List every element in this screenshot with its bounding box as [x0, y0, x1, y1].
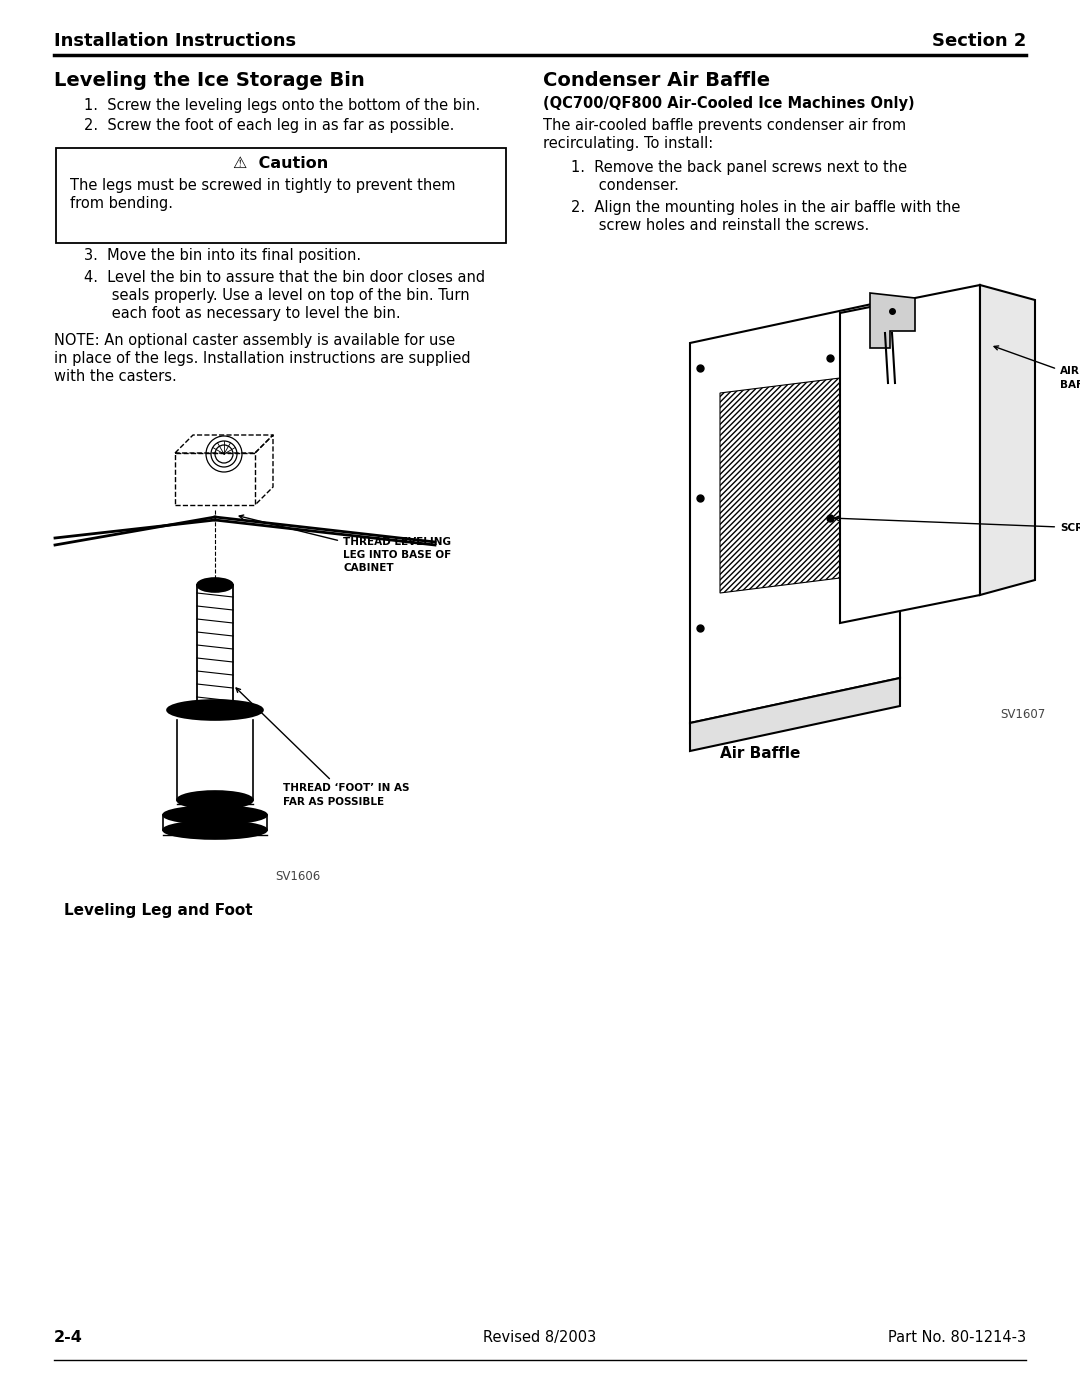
- Ellipse shape: [177, 791, 253, 809]
- Text: each foot as necessary to level the bin.: each foot as necessary to level the bin.: [84, 306, 401, 321]
- Text: SCREWS: SCREWS: [835, 517, 1080, 534]
- Polygon shape: [840, 285, 980, 623]
- Text: The air-cooled baffle prevents condenser air from: The air-cooled baffle prevents condenser…: [543, 117, 906, 133]
- Text: from bending.: from bending.: [70, 196, 173, 211]
- Text: 2.  Align the mounting holes in the air baffle with the: 2. Align the mounting holes in the air b…: [571, 200, 960, 215]
- Text: condenser.: condenser.: [571, 177, 679, 193]
- Text: SV1607: SV1607: [1000, 708, 1045, 721]
- Polygon shape: [690, 678, 900, 752]
- Polygon shape: [870, 293, 915, 348]
- Text: 3.  Move the bin into its final position.: 3. Move the bin into its final position.: [84, 249, 361, 263]
- Polygon shape: [690, 298, 900, 724]
- Text: 4.  Level the bin to assure that the bin door closes and: 4. Level the bin to assure that the bin …: [84, 270, 485, 285]
- Text: SV1606: SV1606: [275, 870, 321, 883]
- Text: Section 2: Section 2: [932, 32, 1026, 50]
- Text: (QC700/QF800 Air-Cooled Ice Machines Only): (QC700/QF800 Air-Cooled Ice Machines Onl…: [543, 96, 915, 110]
- Ellipse shape: [167, 700, 264, 719]
- Ellipse shape: [197, 578, 233, 592]
- Text: Installation Instructions: Installation Instructions: [54, 32, 296, 50]
- Text: AIR
BAFFLE: AIR BAFFLE: [994, 346, 1080, 390]
- Text: 2-4: 2-4: [54, 1330, 83, 1345]
- Text: seals properly. Use a level on top of the bin. Turn: seals properly. Use a level on top of th…: [84, 288, 470, 303]
- Ellipse shape: [163, 821, 267, 840]
- Text: NOTE: An optional caster assembly is available for use: NOTE: An optional caster assembly is ava…: [54, 332, 455, 348]
- Ellipse shape: [163, 806, 267, 824]
- Text: 1.  Remove the back panel screws next to the: 1. Remove the back panel screws next to …: [571, 161, 907, 175]
- Text: screw holes and reinstall the screws.: screw holes and reinstall the screws.: [571, 218, 869, 233]
- Text: ⚠  Caution: ⚠ Caution: [233, 156, 328, 170]
- FancyBboxPatch shape: [56, 148, 507, 243]
- Text: with the casters.: with the casters.: [54, 369, 177, 384]
- Text: THREAD ‘FOOT’ IN AS
FAR AS POSSIBLE: THREAD ‘FOOT’ IN AS FAR AS POSSIBLE: [237, 687, 409, 806]
- Text: Air Baffle: Air Baffle: [719, 746, 800, 761]
- Text: in place of the legs. Installation instructions are supplied: in place of the legs. Installation instr…: [54, 351, 471, 366]
- Text: Leveling the Ice Storage Bin: Leveling the Ice Storage Bin: [54, 71, 365, 89]
- Text: THREAD LEVELING
LEG INTO BASE OF
CABINET: THREAD LEVELING LEG INTO BASE OF CABINET: [239, 515, 451, 573]
- Text: 1.  Screw the leveling legs onto the bottom of the bin.: 1. Screw the leveling legs onto the bott…: [84, 98, 481, 113]
- Polygon shape: [980, 285, 1035, 595]
- Text: recirculating. To install:: recirculating. To install:: [543, 136, 713, 151]
- Text: Part No. 80-1214-3: Part No. 80-1214-3: [888, 1330, 1026, 1345]
- Text: Condenser Air Baffle: Condenser Air Baffle: [543, 71, 770, 89]
- Text: 2.  Screw the foot of each leg in as far as possible.: 2. Screw the foot of each leg in as far …: [84, 117, 455, 133]
- Text: The legs must be screwed in tightly to prevent them: The legs must be screwed in tightly to p…: [70, 177, 456, 193]
- Text: Revised 8/2003: Revised 8/2003: [484, 1330, 596, 1345]
- Text: Leveling Leg and Foot: Leveling Leg and Foot: [64, 902, 253, 918]
